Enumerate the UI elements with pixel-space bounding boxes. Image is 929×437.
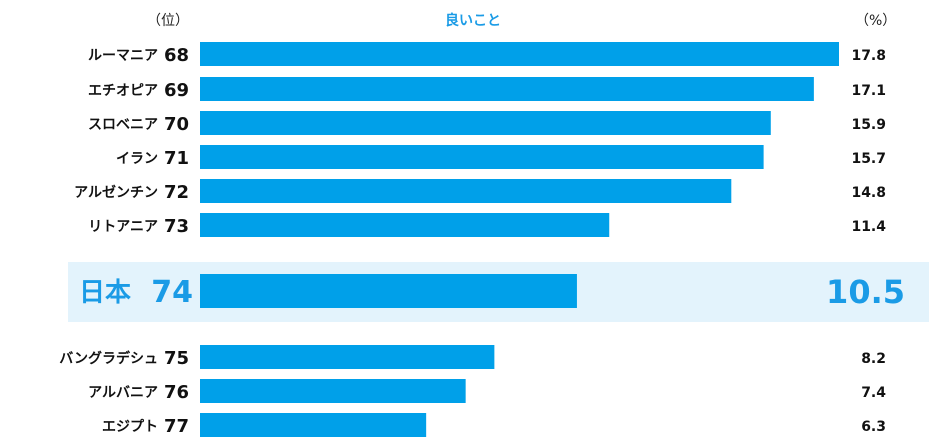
bar-0 [200,42,839,66]
value-label-1: 17.1 [851,83,886,99]
rank-label-7: 75 [164,348,189,369]
rank-label-3: 71 [164,148,189,169]
category-label-8: アルバニア [88,385,158,401]
bar-5 [200,213,610,237]
category-label-9: エジプト [102,419,158,435]
bar-8 [200,379,466,403]
unit-column-header: （%） [855,13,897,29]
bar-1 [200,77,814,101]
category-label-2: スロベニア [88,117,158,133]
category-label-7: バングラデシュ [59,350,158,367]
category-label-4: アルゼンチン [74,184,158,201]
value-label-4: 14.8 [851,185,886,201]
value-label-8: 7.4 [861,385,886,401]
value-label-0: 17.8 [851,48,886,64]
category-label-0: ルーマニア [88,48,158,64]
rank-label-9: 77 [164,416,189,437]
category-label-5: リトアニア [88,219,158,235]
rank-label-0: 68 [164,45,189,66]
chart-title: 良いこと [445,13,501,29]
rank-label-4: 72 [164,182,189,203]
rank-column-header: （位） [147,13,189,29]
rank-label-8: 76 [164,382,189,403]
value-label-9: 6.3 [861,419,886,435]
bar-7 [200,345,495,369]
rank-label-2: 70 [164,114,189,135]
rank-label-1: 69 [164,80,189,101]
value-label-3: 15.7 [851,151,886,167]
rank-label-6: 74 [151,275,193,310]
bar-2 [200,111,771,135]
value-label-2: 15.9 [851,117,886,133]
category-label-3: イラン [116,151,158,167]
bar-6 [200,274,577,308]
value-label-5: 11.4 [851,219,886,235]
bar-3 [200,145,764,169]
rank-label-5: 73 [164,216,189,237]
category-label-6: 日本 [79,278,131,308]
bar-4 [200,179,732,203]
category-label-1: エチオピア [88,83,158,99]
value-label-6: 10.5 [826,273,905,311]
value-label-7: 8.2 [861,351,886,367]
bar-9 [200,413,427,437]
